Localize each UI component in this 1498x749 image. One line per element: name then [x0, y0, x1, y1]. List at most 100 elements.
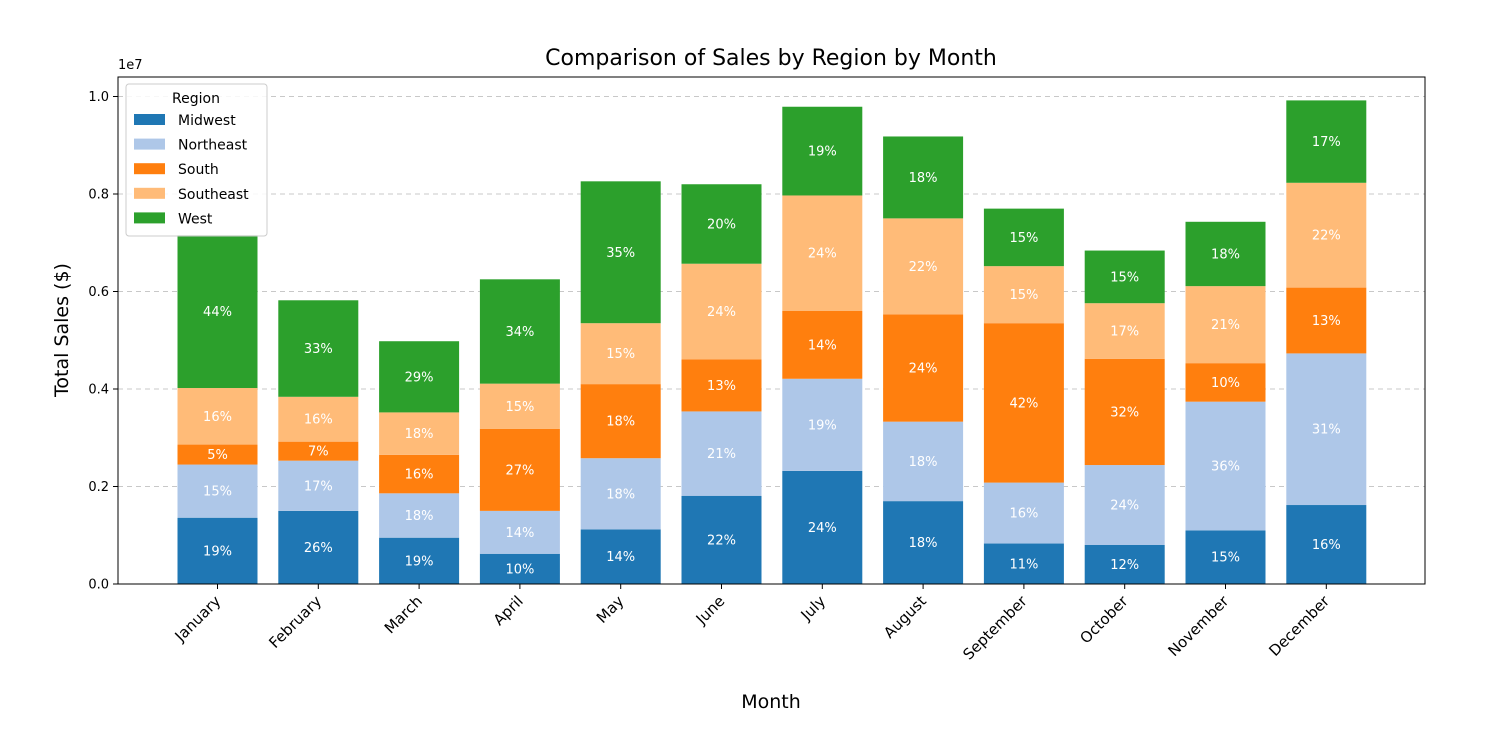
bar-label: 26% — [304, 541, 333, 556]
bar-label: 31% — [1312, 423, 1341, 438]
legend-swatch-northeast — [134, 138, 165, 150]
bar-south-january — [177, 444, 258, 465]
bar-south-september — [983, 323, 1064, 483]
bar-label: 22% — [707, 533, 736, 548]
bar-northeast-march — [379, 493, 460, 538]
bar-label: 22% — [909, 260, 938, 275]
x-tick-label: January — [171, 592, 225, 646]
legend-swatch-southeast — [134, 187, 165, 199]
bar-label: 21% — [707, 447, 736, 462]
bar-midwest-april — [479, 553, 560, 584]
bar-label: 17% — [304, 479, 333, 494]
bar-southeast-october — [1084, 303, 1165, 359]
bar-label: 24% — [707, 305, 736, 320]
bar-label: 16% — [1009, 507, 1038, 522]
bar-midwest-march — [379, 537, 460, 584]
legend: Region Midwest Northeast South Southeast Wes… — [125, 83, 268, 237]
y-tick-label: 0.2 — [88, 480, 109, 495]
bar-label: 36% — [1211, 460, 1240, 475]
bar-northeast-september — [983, 482, 1064, 544]
legend-label-northeast: Northeast — [178, 138, 248, 154]
bar-south-november — [1185, 363, 1266, 402]
bar-midwest-december — [1286, 505, 1367, 584]
bar-west-october — [1084, 250, 1165, 304]
x-axis-ticks: January February March April May June July Augu… — [171, 584, 1334, 663]
bar-southeast-april — [479, 383, 560, 429]
bar-label: 35% — [606, 246, 635, 261]
bar-west-november — [1185, 221, 1266, 287]
bar-label: 15% — [1110, 270, 1139, 285]
bar-label: 18% — [405, 509, 434, 524]
bar-label: 21% — [1211, 318, 1240, 333]
bar-south-july — [782, 311, 863, 379]
legend-title: Region — [172, 91, 220, 107]
x-tick-label: July — [797, 592, 830, 625]
bar-label: 15% — [1211, 551, 1240, 566]
legend-label-midwest: Midwest — [178, 113, 236, 129]
bar-southeast-june — [681, 263, 762, 360]
bar-south-april — [479, 428, 560, 511]
legend-swatch-west — [134, 212, 165, 224]
bar-west-april — [479, 279, 560, 384]
bar-label: 16% — [304, 413, 333, 428]
bar-label: 24% — [808, 247, 837, 262]
bar-label: 16% — [1312, 538, 1341, 553]
bar-west-september — [983, 208, 1064, 267]
bar-midwest-january — [177, 517, 258, 584]
bar-label: 18% — [909, 171, 938, 186]
bar-label: 19% — [808, 145, 837, 160]
legend-label-southeast: Southeast — [178, 187, 249, 203]
x-tick-label: June — [692, 592, 729, 629]
x-tick-label: August — [880, 592, 930, 642]
bar-label: 24% — [909, 362, 938, 377]
bar-label: 10% — [1211, 376, 1240, 391]
y-axis-label: Total Sales ($) — [51, 263, 73, 398]
x-tick-label: October — [1076, 592, 1132, 648]
bar-midwest-november — [1185, 530, 1266, 584]
bar-label: 10% — [505, 562, 534, 577]
bar-label: 5% — [207, 448, 228, 463]
bar-south-march — [379, 454, 460, 494]
bar-label: 19% — [405, 554, 434, 569]
bar-south-may — [580, 384, 661, 459]
bar-northeast-june — [681, 411, 762, 496]
y-tick-label: 0.4 — [88, 383, 109, 398]
bar-label: 19% — [203, 544, 232, 559]
bars — [177, 100, 1367, 584]
bar-label: 15% — [606, 347, 635, 362]
bar-label: 22% — [1312, 229, 1341, 244]
bar-label: 15% — [203, 485, 232, 500]
bar-northeast-august — [883, 421, 964, 502]
bar-percentage-labels: 19% 15% 5% 16% 44% 26% 17% 7% 16% 33% 19% 18% 16% 18%… — [203, 135, 1341, 577]
bar-label: 14% — [606, 550, 635, 565]
bar-label: 15% — [1009, 231, 1038, 246]
legend-swatch-south — [134, 163, 165, 175]
bar-label: 27% — [505, 463, 534, 478]
bar-southeast-july — [782, 195, 863, 311]
bar-northeast-february — [278, 460, 359, 511]
bar-label: 34% — [505, 325, 534, 340]
bar-label: 42% — [1009, 396, 1038, 411]
bar-south-february — [278, 441, 359, 461]
y-tick-label: 1.0 — [88, 90, 109, 105]
bar-label: 32% — [1110, 405, 1139, 420]
bar-midwest-june — [681, 495, 762, 584]
bar-northeast-april — [479, 510, 560, 554]
y-tick-label: 0.0 — [88, 578, 109, 593]
bar-label: 24% — [808, 521, 837, 536]
bar-west-may — [580, 181, 661, 324]
bar-south-august — [883, 314, 964, 422]
y-tick-label: 0.6 — [88, 285, 109, 300]
bar-southeast-february — [278, 396, 359, 442]
x-tick-label: November — [1164, 592, 1232, 660]
bar-label: 18% — [606, 487, 635, 502]
bar-label: 14% — [808, 338, 837, 353]
bar-midwest-may — [580, 529, 661, 584]
bar-southeast-january — [177, 388, 258, 445]
plot-area-frame — [117, 76, 1426, 585]
bar-midwest-july — [782, 470, 863, 584]
bar-west-january — [177, 234, 258, 389]
bar-northeast-december — [1286, 353, 1367, 506]
bar-southeast-may — [580, 323, 661, 385]
